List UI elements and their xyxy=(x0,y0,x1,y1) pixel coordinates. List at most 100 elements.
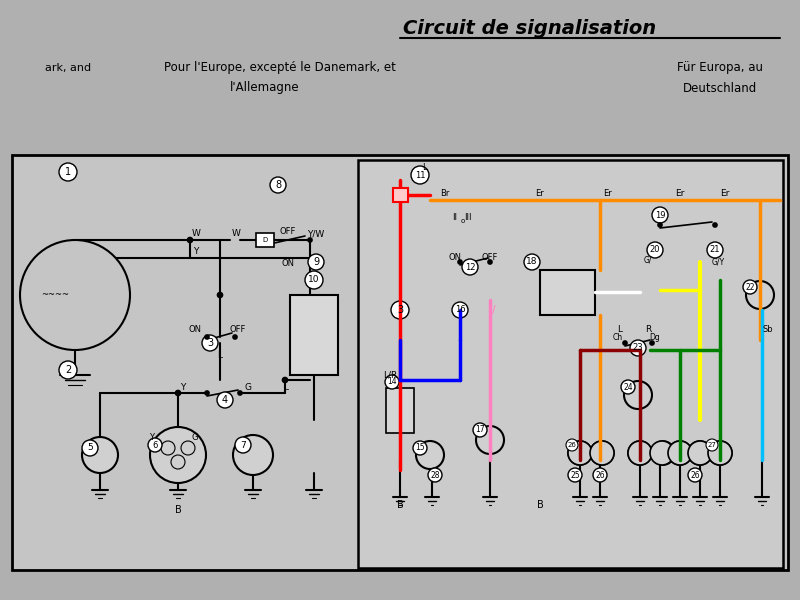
Text: 18: 18 xyxy=(526,257,538,266)
Text: 23: 23 xyxy=(633,343,643,352)
Text: 4: 4 xyxy=(222,395,228,405)
Text: 8: 8 xyxy=(275,180,281,190)
Circle shape xyxy=(233,335,237,339)
Circle shape xyxy=(566,439,578,451)
Circle shape xyxy=(411,166,429,184)
Circle shape xyxy=(623,341,627,345)
Text: 10: 10 xyxy=(308,275,320,284)
Circle shape xyxy=(688,441,712,465)
Text: L: L xyxy=(618,325,622,335)
Text: Für Europa, au: Für Europa, au xyxy=(677,61,763,74)
Text: 5: 5 xyxy=(87,443,93,452)
Circle shape xyxy=(150,427,206,483)
Circle shape xyxy=(218,292,222,298)
Circle shape xyxy=(743,280,757,294)
Text: Ch: Ch xyxy=(613,334,623,343)
Text: 11: 11 xyxy=(414,170,426,179)
Circle shape xyxy=(746,281,774,309)
Circle shape xyxy=(233,435,273,475)
Circle shape xyxy=(568,441,592,465)
Circle shape xyxy=(270,177,286,193)
Text: Circuit de signalisation: Circuit de signalisation xyxy=(403,19,657,37)
Text: Sb: Sb xyxy=(762,325,774,335)
Circle shape xyxy=(205,391,209,395)
Circle shape xyxy=(391,301,409,319)
Text: 6: 6 xyxy=(152,440,158,449)
Circle shape xyxy=(647,242,663,258)
Circle shape xyxy=(82,440,98,456)
Text: ark, and: ark, and xyxy=(45,63,91,73)
Text: 17: 17 xyxy=(475,425,485,434)
Text: L: L xyxy=(422,163,426,172)
Circle shape xyxy=(651,441,675,465)
Text: L: L xyxy=(218,350,222,359)
Text: G: G xyxy=(245,383,251,392)
Text: 16: 16 xyxy=(454,305,466,314)
Text: B: B xyxy=(537,500,543,510)
Circle shape xyxy=(708,441,732,465)
Circle shape xyxy=(20,240,130,350)
Text: 3: 3 xyxy=(207,338,213,348)
Text: 15: 15 xyxy=(415,443,425,452)
Circle shape xyxy=(590,441,614,465)
Circle shape xyxy=(452,302,468,318)
Circle shape xyxy=(590,441,614,465)
Circle shape xyxy=(593,468,607,482)
Text: B: B xyxy=(397,500,403,510)
Text: OFF: OFF xyxy=(482,253,498,263)
Circle shape xyxy=(59,361,77,379)
Text: 26: 26 xyxy=(595,470,605,479)
Bar xyxy=(386,388,414,433)
Circle shape xyxy=(82,437,118,473)
Circle shape xyxy=(217,392,233,408)
Circle shape xyxy=(668,441,692,465)
Circle shape xyxy=(488,260,492,264)
Circle shape xyxy=(235,437,251,453)
Circle shape xyxy=(652,207,668,223)
Circle shape xyxy=(650,441,674,465)
Text: III: III xyxy=(464,214,472,223)
Text: 28: 28 xyxy=(430,470,440,479)
Circle shape xyxy=(650,341,654,345)
Circle shape xyxy=(708,441,732,465)
Circle shape xyxy=(624,381,652,409)
Text: l'Allemagne: l'Allemagne xyxy=(230,82,300,94)
Text: Er: Er xyxy=(675,188,685,197)
Circle shape xyxy=(658,223,662,227)
Text: 26: 26 xyxy=(690,470,700,479)
Circle shape xyxy=(148,438,162,452)
Text: Y: Y xyxy=(150,433,154,443)
Circle shape xyxy=(630,340,646,356)
Circle shape xyxy=(308,254,324,270)
Text: ON: ON xyxy=(282,259,294,269)
Bar xyxy=(540,270,595,315)
Circle shape xyxy=(202,335,218,351)
Text: 25: 25 xyxy=(570,470,580,479)
Circle shape xyxy=(628,441,652,465)
Text: OFF: OFF xyxy=(230,325,246,335)
Text: Er: Er xyxy=(604,188,612,197)
Bar xyxy=(12,155,788,570)
Circle shape xyxy=(385,375,399,389)
Circle shape xyxy=(568,441,592,465)
Circle shape xyxy=(187,238,193,242)
Text: B: B xyxy=(174,505,182,515)
Text: ON: ON xyxy=(189,325,202,335)
Circle shape xyxy=(628,441,652,465)
Text: L/R: L/R xyxy=(383,370,397,379)
Circle shape xyxy=(473,423,487,437)
Circle shape xyxy=(413,441,427,455)
Text: 20: 20 xyxy=(650,245,660,254)
Text: 1: 1 xyxy=(65,167,71,177)
Circle shape xyxy=(205,335,209,339)
Text: o: o xyxy=(461,218,465,224)
Text: II: II xyxy=(453,214,458,223)
Text: Y/W: Y/W xyxy=(307,229,325,238)
Text: 22: 22 xyxy=(746,283,754,292)
Text: 7: 7 xyxy=(240,440,246,449)
Text: 12: 12 xyxy=(465,263,475,271)
Circle shape xyxy=(462,259,478,275)
Text: ~~~~: ~~~~ xyxy=(41,290,69,299)
Text: 14: 14 xyxy=(387,377,397,386)
Text: 26: 26 xyxy=(567,442,577,448)
